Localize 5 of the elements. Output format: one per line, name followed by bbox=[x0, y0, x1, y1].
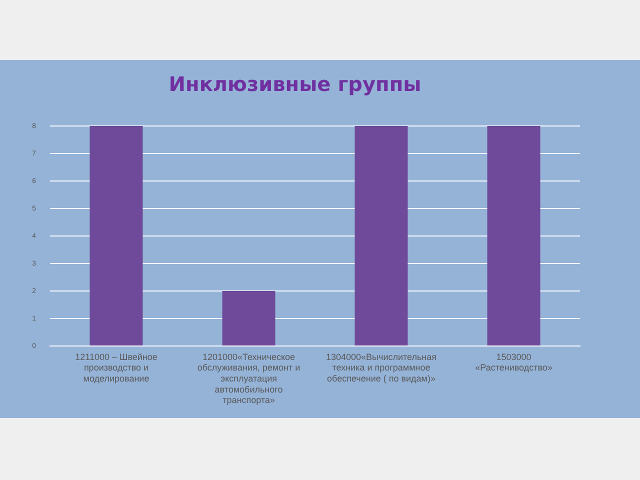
x-tick-label: 1304000«Вычислительная техника и программное обеспечение ( по видам)» bbox=[326, 352, 437, 384]
chart-title: Инклюзивные группы bbox=[168, 72, 422, 96]
x-tick-label: 1201000«Техническое обслуживания, ремонт и эксплуатация автомобильного транспорта» bbox=[197, 352, 300, 406]
x-tick-label: 1211000 – Швейное производство и моделирование bbox=[75, 352, 158, 384]
x-tick-label: 1503000 «Растениводство» bbox=[475, 352, 552, 373]
